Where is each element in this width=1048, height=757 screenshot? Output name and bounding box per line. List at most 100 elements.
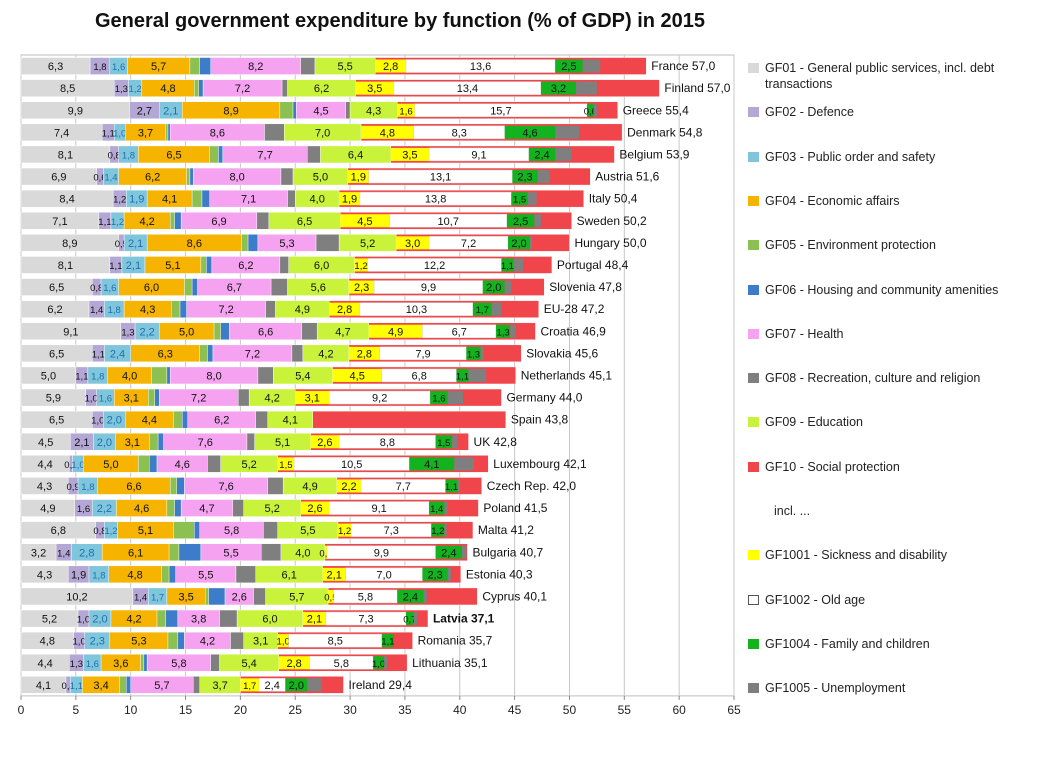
data-label: 6,6 (126, 481, 141, 493)
category-label: Slovenia 47,8 (549, 280, 622, 294)
bar-segment (165, 609, 179, 628)
breakdown-segment (278, 656, 310, 670)
category-label: Ireland 29,4 (348, 678, 412, 692)
breakdown-segment (495, 324, 511, 338)
bar-segment (232, 499, 244, 517)
data-label: 1,9 (71, 569, 86, 581)
bar-segment (237, 388, 250, 407)
breakdown-segment (429, 501, 445, 515)
data-label: 2,5 (561, 61, 576, 73)
data-label: 1,0 (372, 659, 385, 670)
data-label: 1,2 (354, 261, 367, 272)
bar-segment (201, 189, 210, 208)
data-label: 5,5 (223, 547, 238, 559)
data-label: 1,4 (90, 305, 103, 316)
data-label: 4,0 (122, 370, 137, 382)
bar-segment (148, 388, 156, 407)
bar-segment (230, 631, 244, 650)
data-label: 12,2 (424, 260, 445, 272)
data-label: 1,0 (277, 637, 290, 648)
data-label: 4,1 (424, 459, 439, 471)
bar-segment (194, 79, 199, 97)
data-label: 9,9 (421, 282, 436, 294)
data-label: 4,7 (335, 326, 350, 338)
data-label: 6,0 (262, 614, 277, 626)
data-label: 15,7 (490, 105, 511, 117)
data-label: 2,4 (534, 149, 549, 161)
data-label: 2,7 (137, 105, 152, 117)
breakdown-segment (381, 634, 394, 648)
bar-segment (168, 565, 176, 584)
legend-label: GF1004 - Family and children (765, 636, 930, 651)
legend-label: GF1002 - Old age (765, 592, 866, 607)
data-label: 0,6 (584, 106, 597, 117)
data-label: 2,3 (427, 569, 442, 581)
category-label: Belgium 53,9 (619, 147, 689, 161)
data-label: 7,6 (218, 481, 233, 493)
data-label: 2,6 (317, 437, 332, 449)
bar-segment (263, 521, 278, 539)
legend-swatch (748, 683, 759, 694)
bar-segment (280, 167, 294, 186)
data-label: 4,3 (37, 481, 52, 493)
data-label: 4,6 (522, 127, 537, 139)
data-label: 13,4 (457, 83, 478, 95)
data-label: 2,1 (163, 105, 178, 117)
data-label: 4,2 (265, 393, 280, 405)
data-label: 4,4 (142, 415, 157, 427)
breakdown-segment (513, 258, 524, 272)
data-label: 1,8 (93, 62, 106, 73)
data-label: 1,3 (115, 84, 128, 95)
data-label: 5,2 (242, 459, 257, 471)
data-label: 10,2 (66, 591, 87, 603)
data-label: 2,0 (97, 437, 112, 449)
category-label: Portugal 48,4 (557, 258, 629, 272)
data-label: 2,3 (517, 172, 532, 184)
data-label: 1,3 (496, 327, 509, 338)
data-label: 7,1 (52, 216, 67, 228)
data-label: 6,2 (145, 172, 160, 184)
data-label: 8,2 (248, 61, 263, 73)
data-label: 6,0 (144, 282, 159, 294)
breakdown-segment (534, 214, 541, 228)
data-label: 3,5 (178, 591, 193, 603)
data-label: 2,0 (511, 238, 526, 250)
data-label: 2,6 (232, 591, 247, 603)
data-label: 4,5 (313, 105, 328, 117)
breakdown-segment (340, 214, 390, 228)
bar-segment (126, 676, 131, 694)
breakdown-segment (277, 457, 295, 471)
bar-segment (199, 57, 211, 75)
data-label: 1,6 (399, 106, 412, 117)
breakdown-segment (508, 236, 530, 250)
legend-label: GF04 - Economic affairs (765, 193, 900, 208)
legend-swatch (748, 284, 759, 295)
bar-segment (213, 322, 221, 340)
data-label: 1,5 (279, 460, 292, 471)
legend-label: GF1001 - Sickness and disability (765, 548, 948, 563)
data-label: 6,8 (51, 525, 66, 537)
data-label: 1,0 (77, 615, 90, 626)
breakdown-segment (447, 391, 464, 405)
x-tick-label: 55 (618, 703, 632, 717)
data-label: 1,1 (75, 371, 88, 382)
data-label: 4,9 (302, 481, 317, 493)
data-label: 1,2 (104, 526, 117, 537)
data-label: 1,6 (112, 62, 125, 73)
data-label: 1,0 (73, 637, 86, 648)
breakdown-segment (326, 545, 436, 559)
breakdown-segment (435, 435, 453, 449)
bar-segment (149, 433, 159, 451)
data-label: 2,2 (97, 503, 112, 515)
x-tick-label: 0 (18, 703, 25, 717)
bar-segment (264, 123, 285, 142)
bar-segment (281, 79, 288, 97)
bar-segment (140, 654, 145, 672)
legend-swatch (748, 373, 759, 384)
breakdown-segment (277, 634, 289, 648)
bar-segment (182, 410, 188, 429)
data-label: 3,5 (367, 83, 382, 95)
data-label: 1,1 (98, 217, 111, 228)
breakdown-segment (338, 523, 352, 537)
bar-segment (166, 499, 175, 517)
